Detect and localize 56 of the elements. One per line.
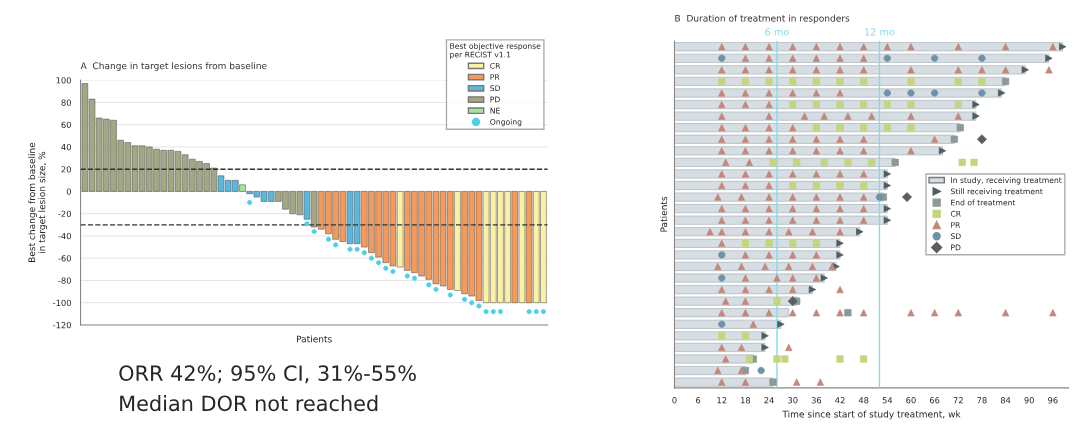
bar (674, 227, 861, 237)
y-tick-label: -120 (53, 321, 71, 329)
bar (674, 331, 766, 341)
x-tick-label: 0 (672, 397, 677, 404)
x-tick-label: 72 (953, 397, 963, 404)
y-axis-title: Best change from baseline in target lesion size, % (28, 142, 48, 262)
bar (674, 273, 825, 283)
bar (674, 134, 955, 144)
x-tick-label: 30 (788, 397, 798, 404)
bar (674, 250, 841, 260)
y-tick-label: -80 (58, 277, 71, 284)
bar (674, 192, 884, 202)
bar (674, 342, 766, 352)
x-tick-label: 96 (1048, 397, 1058, 404)
x-tick-label: 18 (741, 397, 751, 404)
y-tick-label: 60 (61, 121, 71, 128)
bar (674, 65, 1026, 75)
x-axis-title: Time since start of study treatment, wk (782, 410, 961, 420)
x-tick-label: 60 (906, 397, 916, 404)
ref-line-label: 6 mo (765, 28, 789, 36)
bar (674, 169, 888, 179)
point (718, 135, 726, 143)
bar (674, 354, 754, 364)
y-tick-label: 100 (56, 77, 71, 84)
x-tick-label: 78 (977, 397, 987, 404)
y-tick-label: 0 (66, 188, 71, 195)
y-tick-label: -100 (53, 299, 71, 306)
ref-line-label: 12 mo (865, 28, 895, 36)
x-tick-label: 66 (929, 397, 940, 404)
x-tick-label: 54 (882, 397, 893, 404)
x-tick-label: 36 (811, 397, 822, 404)
bar (674, 88, 1002, 98)
x-axis-title: Patients (296, 335, 332, 343)
bar (674, 296, 797, 306)
y-axis-title: Patients (660, 196, 668, 232)
chart-title: A Change in target lesions from baseline (80, 62, 267, 71)
text: ORR 42%; 95% CI, 31%-55% (119, 365, 416, 384)
x-tick-label: 12 (717, 397, 727, 404)
bar (674, 146, 943, 156)
y-tick-label: -20 (58, 210, 71, 217)
y-tick-label: 20 (61, 166, 71, 173)
bar (674, 111, 977, 121)
y-tick-label: -40 (58, 232, 71, 240)
bar (674, 377, 774, 387)
x-tick-label: 24 (764, 397, 774, 404)
x-tick-label: 90 (1024, 397, 1034, 404)
x-tick-label: 42 (835, 397, 845, 404)
x-tick-label: 6 (696, 397, 701, 404)
bar (674, 215, 888, 225)
text: Median DOR not reached (120, 395, 378, 412)
y-tick-label: 80 (61, 99, 71, 106)
y-tick-label: 40 (61, 143, 71, 151)
chart-title: B Duration of treatment in responders (675, 14, 850, 24)
y-tick-label: -60 (58, 255, 71, 262)
x-tick-label: 84 (1000, 397, 1011, 404)
x-tick-label: 48 (858, 397, 869, 404)
